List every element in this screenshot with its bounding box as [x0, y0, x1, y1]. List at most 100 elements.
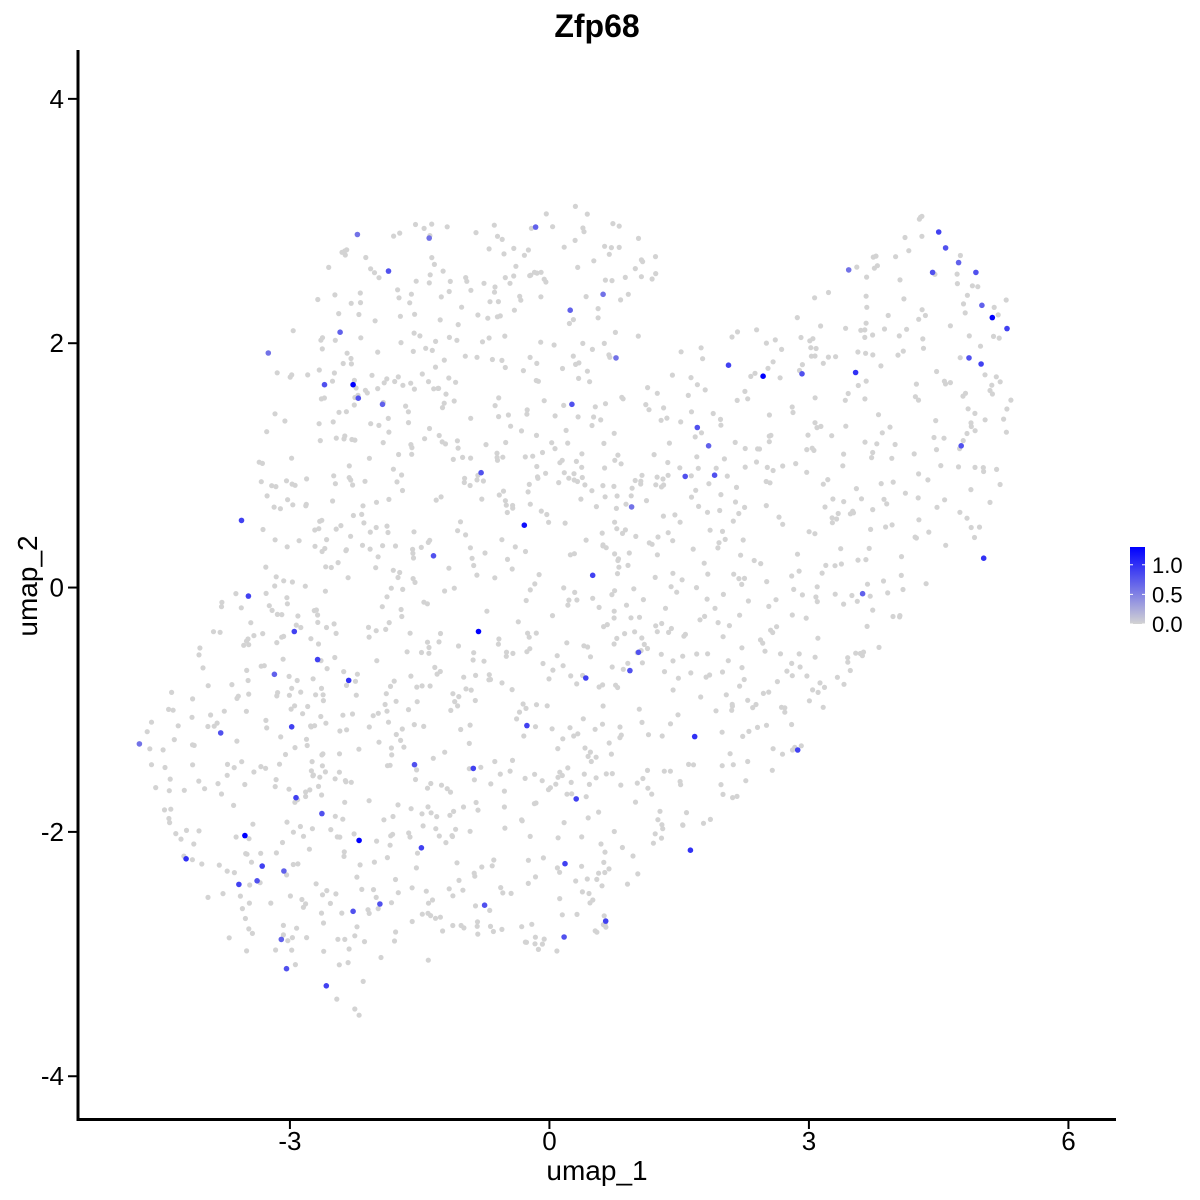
cell-point-background: [697, 617, 703, 623]
cell-point-background: [336, 311, 342, 317]
cell-point-background: [458, 922, 464, 929]
cell-point-background: [478, 764, 484, 770]
cell-point-background: [319, 517, 325, 523]
cell-point-background: [609, 278, 615, 284]
cell-point-background: [723, 692, 729, 698]
cell-point-background: [199, 861, 205, 867]
cell-point-background: [167, 776, 173, 782]
cell-point-background: [987, 499, 993, 505]
cell-point-background: [312, 723, 318, 729]
cell-point-background: [704, 509, 711, 515]
cell-point-background: [350, 482, 356, 488]
cell-point-background: [730, 762, 736, 768]
cell-point-background: [776, 514, 782, 520]
cell-point-background: [463, 686, 469, 692]
cell-point-background: [554, 653, 560, 659]
cell-point-background: [200, 665, 206, 671]
cell-point-background: [611, 483, 617, 489]
cell-point-background: [592, 928, 598, 934]
cell-point-background: [649, 541, 655, 547]
cell-point-background: [354, 924, 360, 930]
cell-point-background: [510, 650, 516, 657]
cell-point-background: [401, 744, 407, 750]
cell-point-background: [593, 504, 600, 510]
cell-point-background: [829, 520, 836, 526]
cell-point-background: [955, 464, 962, 470]
cell-point-background: [576, 375, 582, 381]
cell-point-background: [690, 762, 697, 768]
cell-point-background: [348, 361, 354, 367]
cell-point-background: [474, 572, 480, 578]
cell-point-background: [626, 550, 632, 556]
cell-point-background: [390, 466, 396, 472]
cell-point-background: [351, 831, 357, 837]
cell-point-background: [619, 530, 626, 537]
cell-point-background: [726, 623, 733, 629]
cell-point-background: [286, 692, 292, 698]
cell-point-background: [437, 630, 444, 637]
cell-point-background: [631, 586, 637, 592]
cell-point-background: [665, 472, 671, 478]
cell-point-background: [812, 654, 818, 660]
cell-point-background: [388, 585, 394, 591]
cell-point-background: [589, 422, 595, 429]
cell-point-background: [838, 546, 844, 552]
cell-point-background: [299, 896, 305, 903]
x-axis-ticks: -3 0 3 6: [278, 1121, 1076, 1156]
cell-point-background: [866, 545, 872, 552]
cell-point-background: [991, 304, 997, 310]
cell-point-background: [832, 563, 838, 569]
cell-point-background: [540, 855, 547, 861]
cell-point-background: [772, 337, 778, 343]
cell-point-background: [809, 445, 815, 451]
cell-point-background: [421, 723, 427, 730]
cell-point-background: [821, 684, 828, 691]
cell-point-background: [304, 935, 310, 941]
cell-point-background: [354, 874, 360, 880]
cell-point-background: [717, 507, 723, 514]
cell-point-background: [574, 911, 580, 918]
cell-point-background: [770, 629, 776, 636]
cell-point-background: [378, 954, 384, 961]
cell-point-background: [429, 221, 435, 227]
cell-point-background: [499, 680, 505, 686]
cell-point-background: [408, 380, 414, 386]
cell-point-background: [404, 649, 410, 655]
cell-point-background: [320, 692, 326, 698]
cell-point-background: [191, 841, 197, 847]
cell-point-background: [518, 428, 525, 434]
cell-point: [799, 371, 805, 377]
cell-point-background: [243, 638, 250, 644]
cell-point-background: [340, 360, 346, 367]
cell-point-background: [612, 588, 618, 594]
cell-point-background: [438, 782, 445, 788]
cell-point-background: [339, 910, 345, 916]
cell-point-background: [503, 649, 510, 655]
cell-point-background: [196, 652, 202, 658]
cell-point: [478, 469, 484, 476]
cell-point-background: [483, 442, 489, 448]
cell-point-background: [336, 409, 342, 415]
cell-point-background: [408, 673, 414, 679]
cell-point-background: [459, 304, 465, 310]
cell-point-background: [549, 613, 556, 619]
cell-point-background: [515, 619, 521, 625]
cell-point-background: [915, 397, 922, 403]
cell-point-background: [348, 779, 354, 785]
cell-point-background: [392, 378, 398, 385]
cell-point-background: [544, 703, 550, 709]
cell-point-background: [332, 654, 338, 661]
cell-point-background: [745, 758, 751, 765]
cell-point-background: [522, 939, 529, 945]
cell-point-background: [545, 787, 552, 793]
cell-point-background: [315, 612, 321, 618]
cell-point-background: [881, 326, 888, 332]
cell-point: [725, 362, 732, 369]
cell-point: [321, 381, 328, 388]
cell-point-background: [205, 723, 211, 730]
cell-point-background: [381, 817, 387, 823]
cell-point: [475, 628, 482, 635]
y-tick-label: 0: [50, 573, 64, 603]
chart-title: Zfp68: [554, 8, 639, 44]
cell-point-background: [572, 237, 578, 243]
